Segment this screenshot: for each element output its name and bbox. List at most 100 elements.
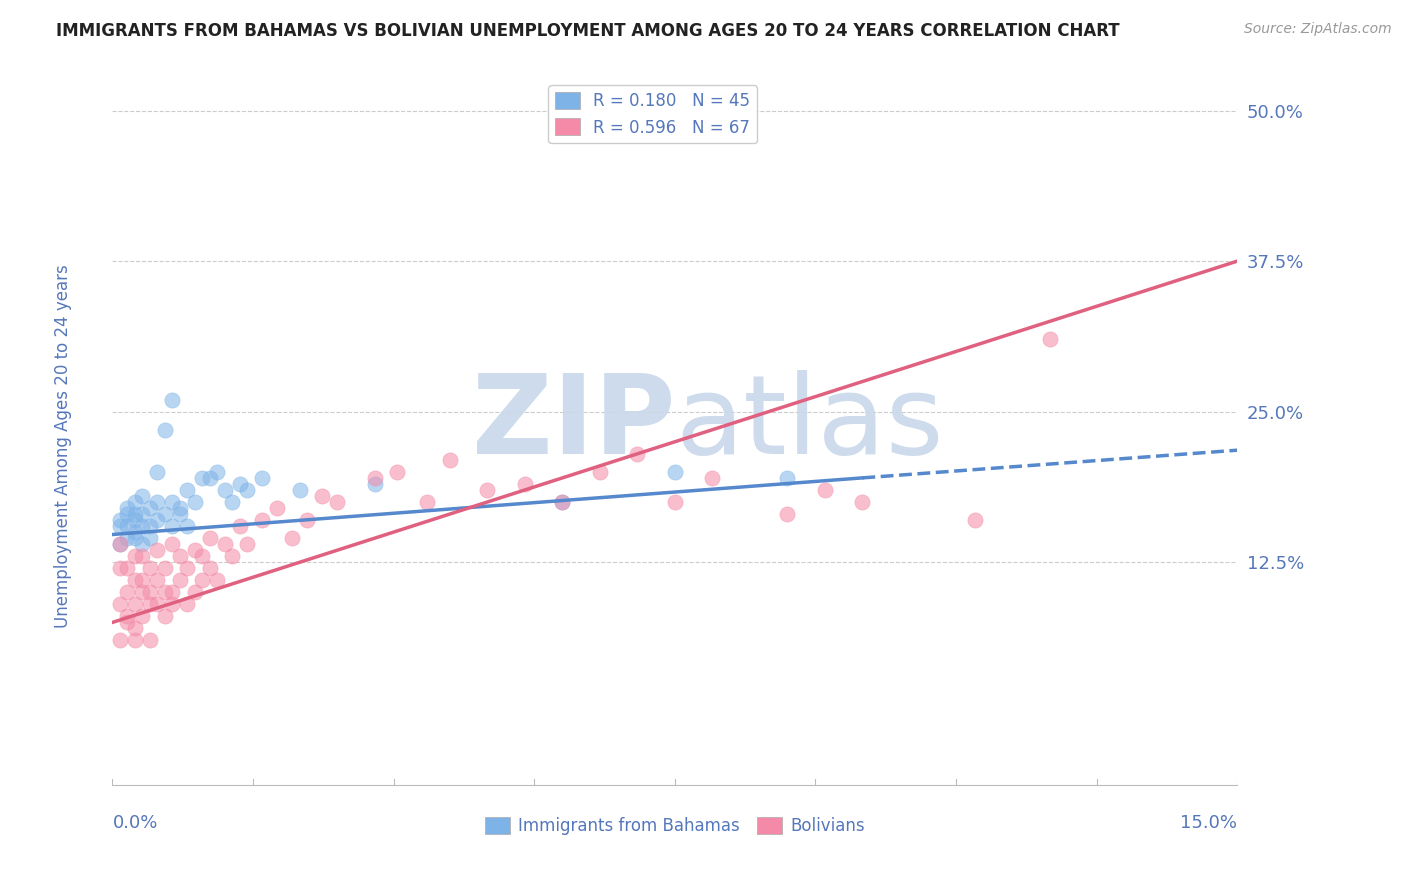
Point [108, 537, 131, 551]
Point [131, 489, 153, 503]
Point [131, 507, 153, 521]
Point [364, 471, 387, 485]
Point [207, 573, 229, 587]
Point [117, 609, 139, 624]
Point [162, 495, 184, 509]
Point [153, 423, 176, 437]
Point [124, 513, 146, 527]
Point [776, 471, 799, 485]
Legend: Immigrants from Bahamas, Bolivians: Immigrants from Bahamas, Bolivians [478, 810, 872, 842]
Text: 15.0%: 15.0% [1180, 814, 1237, 832]
Point [117, 615, 139, 630]
Point [551, 495, 574, 509]
Point [207, 465, 229, 479]
Point [221, 495, 243, 509]
Point [198, 471, 221, 485]
Point [108, 561, 131, 575]
Point [551, 495, 574, 509]
Point [288, 483, 311, 497]
Point [281, 531, 304, 545]
Point [139, 633, 162, 648]
Point [221, 549, 243, 564]
Point [108, 513, 131, 527]
Point [162, 585, 184, 599]
Point [1039, 332, 1062, 346]
Point [169, 549, 191, 564]
Point [117, 531, 139, 545]
Point [124, 573, 146, 587]
Point [198, 531, 221, 545]
Point [162, 537, 184, 551]
Point [131, 537, 153, 551]
Point [146, 573, 169, 587]
Point [162, 598, 184, 612]
Point [326, 495, 349, 509]
Point [236, 483, 259, 497]
Point [214, 537, 236, 551]
Point [131, 549, 153, 564]
Point [139, 561, 162, 575]
Text: Unemployment Among Ages 20 to 24 years: Unemployment Among Ages 20 to 24 years [55, 264, 72, 628]
Point [108, 633, 131, 648]
Point [139, 519, 162, 533]
Point [139, 500, 162, 515]
Point [146, 495, 169, 509]
Point [146, 513, 169, 527]
Point [124, 598, 146, 612]
Point [364, 476, 387, 491]
Point [124, 495, 146, 509]
Point [108, 598, 131, 612]
Point [117, 507, 139, 521]
Point [131, 585, 153, 599]
Point [117, 519, 139, 533]
Point [117, 500, 139, 515]
Point [108, 519, 131, 533]
Point [146, 598, 169, 612]
Point [176, 598, 198, 612]
Point [124, 524, 146, 539]
Point [252, 513, 274, 527]
Point [477, 483, 499, 497]
Point [814, 483, 837, 497]
Point [229, 476, 252, 491]
Point [169, 507, 191, 521]
Text: 0.0%: 0.0% [112, 814, 157, 832]
Point [117, 585, 139, 599]
Point [124, 531, 146, 545]
Point [184, 585, 207, 599]
Point [266, 500, 288, 515]
Point [191, 471, 214, 485]
Point [229, 519, 252, 533]
Point [184, 495, 207, 509]
Point [198, 561, 221, 575]
Point [146, 465, 169, 479]
Point [439, 453, 461, 467]
Point [139, 531, 162, 545]
Point [139, 598, 162, 612]
Point [153, 585, 176, 599]
Point [513, 476, 536, 491]
Text: IMMIGRANTS FROM BAHAMAS VS BOLIVIAN UNEMPLOYMENT AMONG AGES 20 TO 24 YEARS CORRE: IMMIGRANTS FROM BAHAMAS VS BOLIVIAN UNEM… [56, 22, 1119, 40]
Point [176, 561, 198, 575]
Point [139, 585, 162, 599]
Point [851, 495, 873, 509]
Point [664, 465, 686, 479]
Point [117, 561, 139, 575]
Point [214, 483, 236, 497]
Point [702, 471, 724, 485]
Point [184, 543, 207, 558]
Point [108, 537, 131, 551]
Point [311, 489, 333, 503]
Point [776, 507, 799, 521]
Point [191, 549, 214, 564]
Point [387, 465, 409, 479]
Point [297, 513, 319, 527]
Point [153, 561, 176, 575]
Point [153, 609, 176, 624]
Point [169, 573, 191, 587]
Text: atlas: atlas [675, 370, 943, 477]
Point [131, 609, 153, 624]
Point [146, 543, 169, 558]
Point [236, 537, 259, 551]
Point [162, 519, 184, 533]
